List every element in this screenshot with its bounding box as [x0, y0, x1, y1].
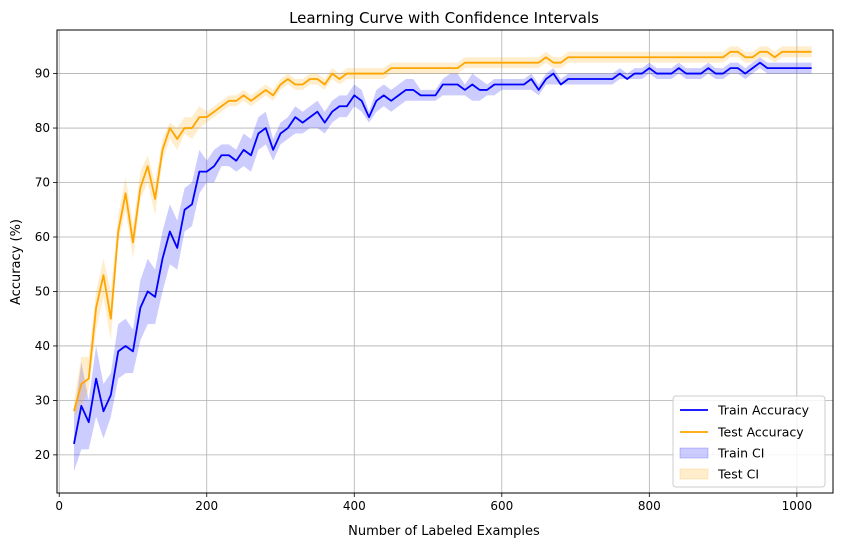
y-tick-label: 70	[35, 176, 50, 190]
x-tick-label: 600	[490, 499, 513, 513]
grid-lines	[57, 30, 833, 493]
legend-label-test-accuracy: Test Accuracy	[717, 425, 804, 440]
legend-swatch-train-ci	[679, 447, 709, 459]
y-tick-label: 90	[35, 67, 50, 81]
y-axis-label: Accuracy (%)	[9, 219, 24, 305]
legend-label-test-ci: Test CI	[717, 467, 759, 482]
x-axis-label: Number of Labeled Examples	[348, 524, 540, 539]
chart-title: Learning Curve with Confidence Intervals	[289, 9, 599, 27]
test-ci-band	[73, 46, 812, 417]
x-tick-label: 200	[195, 499, 218, 513]
x-tick-label: 1000	[782, 499, 813, 513]
y-tick-label: 20	[35, 448, 50, 462]
x-axis-ticks: 0 200 400 600 800 1000	[55, 493, 812, 513]
legend-box	[672, 395, 826, 488]
y-axis-ticks: 20 30 40 50 60 70 80 90	[35, 67, 57, 462]
legend: Train Accuracy Test Accuracy Train CI Te…	[672, 395, 826, 488]
plot-frame	[56, 29, 834, 494]
y-tick-label: 50	[35, 284, 50, 298]
y-tick-label: 80	[35, 121, 50, 135]
train-accuracy-line	[73, 61, 812, 445]
y-tick-label: 60	[35, 230, 50, 244]
legend-swatch-test-ci	[679, 468, 709, 480]
y-tick-label: 40	[35, 339, 50, 353]
x-tick-label: 800	[638, 499, 661, 513]
x-tick-label: 0	[55, 499, 63, 513]
legend-label-train-accuracy: Train Accuracy	[717, 403, 810, 418]
test-accuracy-line	[73, 50, 812, 412]
y-tick-label: 30	[35, 393, 50, 407]
legend-label-train-ci: Train CI	[717, 446, 764, 461]
series-lines	[73, 50, 812, 445]
x-tick-label: 400	[343, 499, 366, 513]
